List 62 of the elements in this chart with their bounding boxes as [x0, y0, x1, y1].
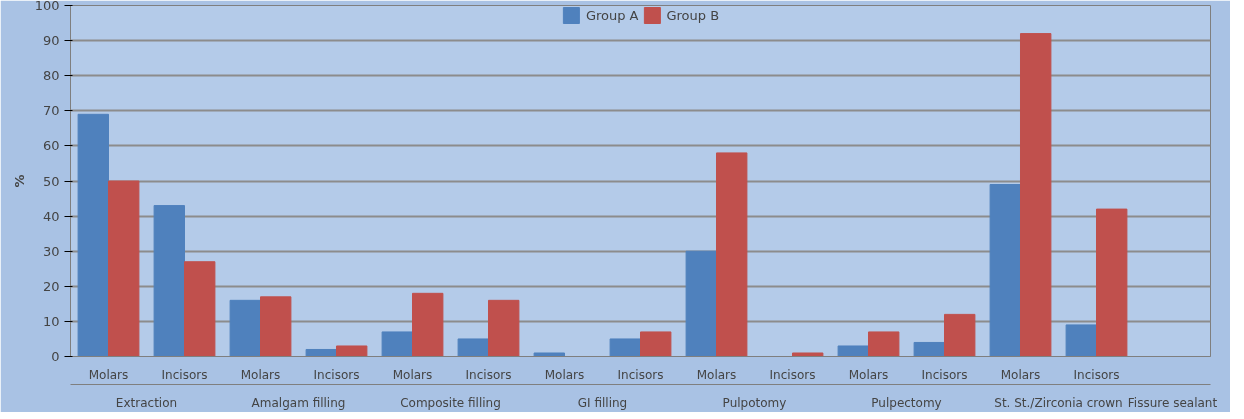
- y-tick-label: 80: [42, 68, 60, 84]
- x-tick-label: Incisors: [617, 367, 664, 382]
- text: Composite filling: [400, 395, 501, 410]
- bar: [716, 152, 748, 357]
- y-tick-label: 90: [42, 33, 60, 49]
- text: Fissure sealant: [1127, 395, 1218, 410]
- x-tick-label: Molars: [1000, 367, 1041, 382]
- x-tick-label: Incisors: [769, 367, 816, 382]
- bar: [640, 331, 672, 357]
- y-tick-label: 20: [42, 278, 60, 294]
- y-tick-label: 10: [42, 313, 60, 329]
- bar: [305, 348, 337, 357]
- x-tick-label: Incisors: [313, 367, 360, 382]
- y-tick-label: 100: [34, 0, 60, 13]
- bar: [108, 180, 140, 357]
- bar: [685, 250, 717, 357]
- bar: [229, 299, 261, 357]
- x-tick-label: Molars: [88, 367, 129, 382]
- bar: [260, 296, 292, 357]
- text: GI filling: [577, 395, 628, 410]
- bar: [457, 338, 489, 357]
- x-tick-label: Molars: [848, 367, 889, 382]
- bar: [989, 184, 1021, 357]
- x-tick-label: Molars: [696, 367, 737, 382]
- text: St. St./Zirconia crown: [994, 395, 1123, 410]
- bar: [533, 352, 565, 357]
- bar: [77, 113, 109, 357]
- bar: [944, 313, 976, 357]
- x-tick-label: Molars: [240, 367, 281, 382]
- y-axis-title: %: [11, 174, 27, 188]
- y-tick-label: 40: [42, 208, 60, 224]
- bar: [153, 205, 185, 357]
- bar: [1096, 208, 1128, 357]
- bar: [609, 338, 641, 357]
- y-tick-label: 0: [51, 349, 60, 364]
- x-tick-label: Incisors: [465, 367, 512, 382]
- x-tick-label: Incisors: [1073, 367, 1120, 382]
- bar: [868, 331, 900, 357]
- bar: [913, 341, 945, 357]
- x-tick-label: Molars: [544, 367, 585, 382]
- y-tick-label: 50: [42, 173, 60, 189]
- legend-label: Group A: [585, 7, 639, 23]
- bar: [1020, 33, 1052, 357]
- text: Pulpectomy: [871, 395, 942, 410]
- legend-label: Group B: [666, 7, 720, 23]
- text: Pulpotomy: [722, 395, 787, 410]
- text: Extraction: [115, 395, 178, 410]
- bar: [1065, 324, 1097, 357]
- bar: [792, 352, 824, 357]
- bar: [488, 299, 520, 357]
- bar: [381, 331, 413, 357]
- x-tick-label: Incisors: [161, 367, 208, 382]
- x-tick-label: Incisors: [921, 367, 968, 382]
- y-tick-label: 30: [42, 243, 60, 259]
- text: Amalgam filling: [251, 395, 346, 410]
- bar: [837, 345, 869, 357]
- y-tick-label: 70: [42, 103, 60, 119]
- x-tick-label: Molars: [392, 367, 433, 382]
- bar: [336, 345, 368, 357]
- bar: [184, 261, 216, 357]
- y-tick-label: 60: [42, 138, 60, 154]
- bar: [412, 292, 444, 357]
